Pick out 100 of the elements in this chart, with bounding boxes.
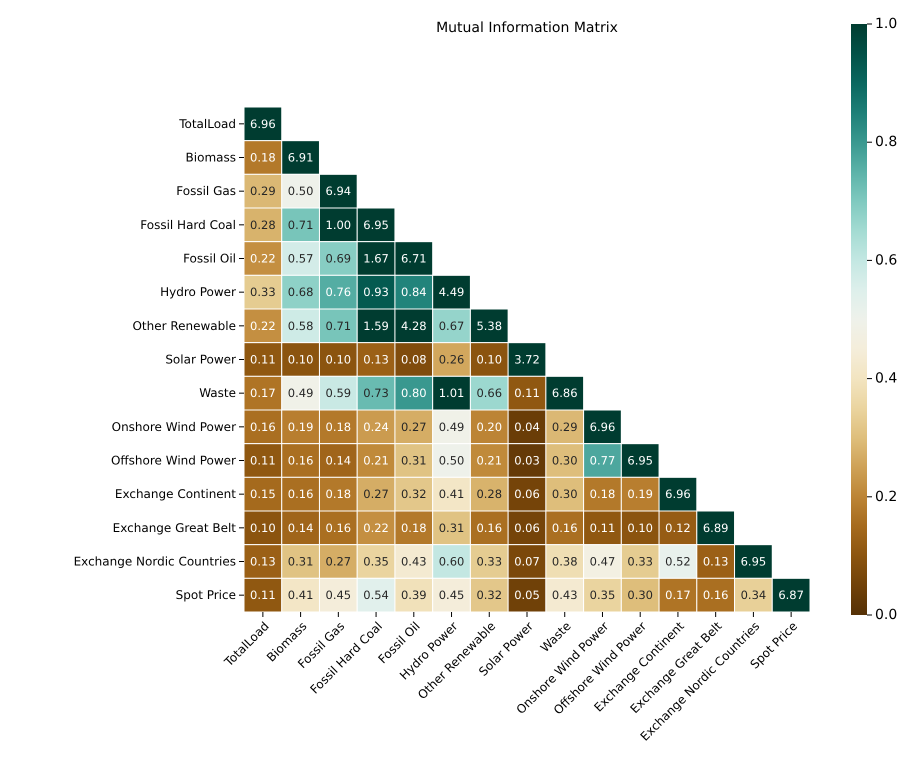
data-label: 0.52 [665, 554, 691, 568]
data-label: 0.71 [326, 318, 352, 333]
data-label: 0.13 [363, 352, 389, 366]
data-label: 0.16 [288, 487, 314, 502]
data-label: 0.35 [590, 588, 616, 602]
data-label: 0.67 [438, 318, 464, 333]
data-label: 6.89 [702, 520, 728, 535]
data-label: 0.14 [326, 454, 352, 468]
data-label: 0.22 [250, 318, 276, 333]
data-label: 6.94 [326, 184, 352, 198]
data-label: 0.11 [590, 520, 616, 535]
data-label: 0.80 [400, 386, 427, 400]
data-label: 0.12 [665, 520, 691, 535]
data-label: 0.16 [702, 588, 728, 602]
data-label: 0.31 [400, 454, 427, 468]
data-label: 6.96 [665, 487, 691, 502]
data-label: 6.95 [740, 554, 766, 568]
data-label: 0.45 [326, 588, 352, 602]
data-label: 0.18 [590, 487, 616, 502]
data-label: 0.29 [250, 184, 276, 198]
data-label: 0.32 [400, 487, 427, 502]
data-label: 0.17 [665, 588, 691, 602]
y-tick-label: Fossil Hard Coal [140, 218, 236, 232]
y-tick-label: Spot Price [176, 588, 236, 602]
color-bar-label: 0.8 [875, 134, 898, 150]
data-label: 0.27 [326, 554, 352, 568]
data-label: 0.49 [288, 386, 314, 400]
data-label: 0.29 [552, 420, 578, 434]
data-label: 0.13 [702, 554, 728, 568]
data-label: 0.16 [326, 520, 352, 535]
data-label: 0.22 [363, 520, 389, 535]
data-label: 0.32 [476, 588, 502, 602]
data-label: 0.71 [288, 218, 314, 232]
y-tick-label: Exchange Great Belt [112, 520, 236, 535]
y-tick-label: Onshore Wind Power [112, 420, 236, 434]
data-label: 0.10 [326, 352, 352, 366]
data-label: 6.95 [627, 454, 654, 468]
data-label: 0.59 [326, 386, 352, 400]
data-label: 0.18 [326, 487, 352, 502]
data-label: 0.38 [552, 554, 578, 568]
data-label: 0.21 [476, 454, 502, 468]
data-label: 0.11 [250, 454, 276, 468]
y-tick-label: Waste [199, 386, 236, 400]
y-tick-label: Solar Power [165, 352, 236, 366]
data-label: 0.76 [326, 285, 352, 300]
data-label: 1.01 [438, 386, 464, 400]
data-label: 0.49 [438, 420, 464, 434]
y-tick-label: TotalLoad [178, 116, 236, 131]
data-label: 6.95 [363, 218, 389, 232]
data-label: 0.10 [627, 520, 654, 535]
data-label: 6.86 [552, 386, 578, 400]
data-label: 6.96 [590, 420, 616, 434]
data-label: 0.18 [400, 520, 427, 535]
data-label: 0.06 [514, 487, 540, 502]
y-tick-label: Fossil Oil [183, 252, 236, 266]
data-label: 0.57 [288, 252, 314, 266]
data-label: 0.10 [476, 352, 502, 366]
data-label: 0.43 [400, 554, 427, 568]
data-label: 6.91 [288, 150, 314, 164]
color-bar-label: 0.4 [875, 370, 898, 387]
data-label: 0.28 [250, 218, 276, 232]
data-label: 0.47 [590, 554, 616, 568]
data-label: 0.20 [476, 420, 502, 434]
y-tick-label: Offshore Wind Power [110, 454, 236, 468]
data-label: 0.24 [363, 420, 389, 434]
data-label: 0.04 [514, 420, 540, 434]
y-tick-label: Exchange Continent [114, 487, 236, 502]
data-label: 0.69 [326, 252, 352, 266]
chart-title: Mutual Information Matrix [436, 20, 618, 36]
data-label: 0.21 [363, 454, 389, 468]
data-label: 0.11 [514, 386, 540, 400]
data-label: 0.50 [288, 184, 314, 198]
data-label: 0.43 [552, 588, 578, 602]
data-label: 0.34 [740, 588, 766, 602]
y-tick-label: Hydro Power [160, 285, 236, 300]
data-label: 0.16 [476, 520, 502, 535]
data-label: 6.71 [400, 252, 427, 266]
data-label: 0.26 [438, 352, 464, 366]
data-label: 0.13 [250, 554, 276, 568]
data-label: 6.87 [778, 588, 804, 602]
data-label: 0.18 [326, 420, 352, 434]
data-label: 0.14 [288, 520, 314, 535]
data-label: 0.58 [288, 318, 314, 333]
data-label: 0.77 [590, 454, 616, 468]
data-label: 0.31 [288, 554, 314, 568]
data-label: 0.60 [438, 554, 464, 568]
data-label: 1.59 [363, 318, 389, 333]
data-label: 0.50 [438, 454, 464, 468]
data-label: 0.16 [250, 420, 276, 434]
data-label: 0.27 [363, 487, 389, 502]
data-label: 6.96 [250, 116, 276, 131]
data-label: 0.30 [627, 588, 654, 602]
y-tick-label: Biomass [186, 150, 236, 164]
y-tick-label: Fossil Gas [176, 184, 236, 198]
data-label: 0.10 [250, 520, 276, 535]
y-tick-label: Other Renewable [132, 318, 236, 333]
data-label: 0.08 [400, 352, 427, 366]
y-tick-label: Exchange Nordic Countries [74, 554, 236, 568]
data-label: 0.35 [363, 554, 389, 568]
data-label: 1.67 [363, 252, 389, 266]
